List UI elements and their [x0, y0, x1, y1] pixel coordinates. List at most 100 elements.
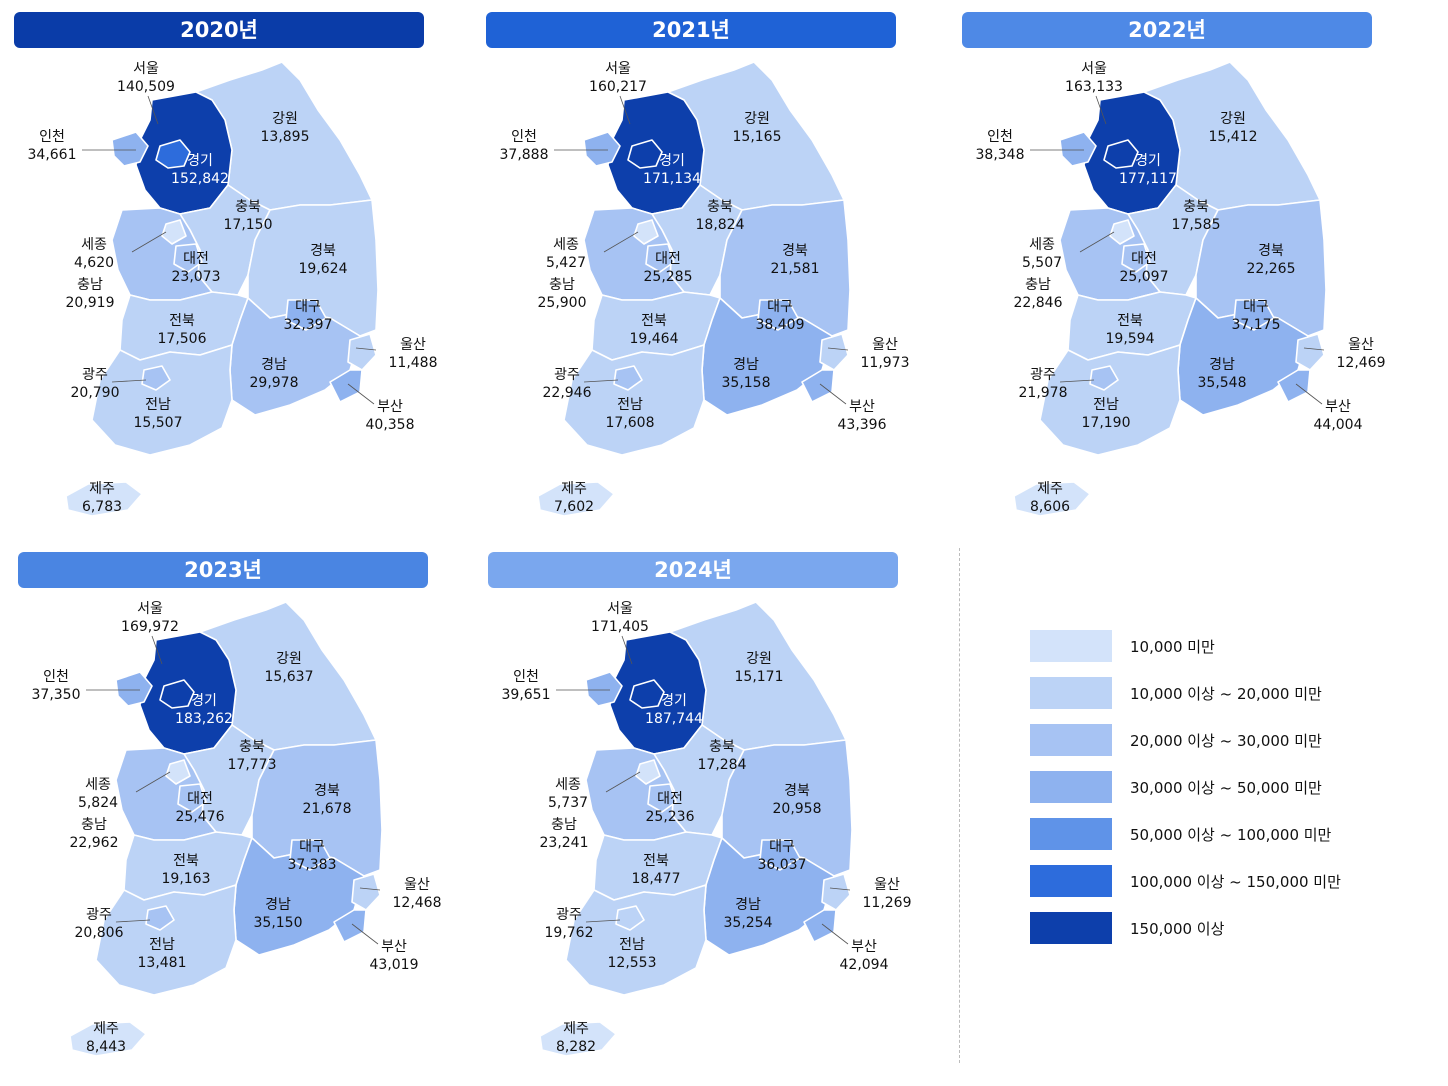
region-name: 경북 — [782, 243, 808, 259]
region-value: 169,972 — [121, 619, 179, 635]
region-value: 38,348 — [975, 147, 1025, 163]
region-value: 20,806 — [74, 925, 124, 941]
label-jeju: 제주 6,783 — [82, 480, 122, 516]
leader-line — [111, 379, 147, 383]
region-name: 부산 — [381, 939, 407, 955]
label-gyeongbuk: 경북 21,581 — [771, 242, 820, 278]
label-busan: 부산 42,094 — [840, 938, 889, 974]
region-daejeon — [647, 783, 677, 813]
region-ulsan — [821, 873, 851, 911]
region-ulsan — [347, 333, 377, 371]
legend-label: 30,000 이상 ~ 50,000 미만 — [1130, 779, 1322, 797]
leader-line — [827, 347, 849, 351]
region-name: 경남 — [265, 897, 291, 913]
region-value: 35,254 — [723, 915, 773, 931]
label-gangwon: 강원 15,165 — [733, 110, 782, 146]
region-name: 충남 — [1025, 277, 1051, 293]
region-value: 171,405 — [591, 619, 649, 635]
region-name: 인천 — [511, 129, 537, 145]
label-ulsan: 울산 11,973 — [861, 336, 910, 372]
label-daejeon: 대전 25,476 — [176, 790, 225, 826]
region-value: 12,553 — [607, 955, 657, 971]
region-name: 울산 — [400, 337, 426, 353]
legend-item: 20,000 이상 ~ 30,000 미만 — [1030, 722, 1410, 769]
label-jeju: 제주 8,443 — [86, 1020, 126, 1056]
region-name: 강원 — [746, 651, 772, 667]
korea-map — [539, 601, 853, 1057]
region-daejeon — [1121, 243, 1151, 273]
year-header: 2022년 — [962, 12, 1372, 48]
region-value: 17,585 — [1171, 217, 1221, 233]
label-gwangju: 광주 20,790 — [71, 366, 120, 402]
label-chungbuk: 충북 17,585 — [1172, 198, 1221, 234]
label-seoul: 서울 169,972 — [121, 600, 179, 636]
region-value: 15,165 — [732, 129, 782, 145]
leader-line — [135, 771, 171, 793]
region-value: 23,073 — [171, 269, 221, 285]
region-value: 8,606 — [1029, 499, 1071, 515]
region-value: 18,824 — [695, 217, 745, 233]
region-name: 울산 — [872, 337, 898, 353]
label-jeonnam: 전남 15,507 — [134, 396, 183, 432]
legend-swatch — [1030, 630, 1112, 662]
legend-item: 10,000 이상 ~ 20,000 미만 — [1030, 675, 1410, 722]
label-jeju: 제주 7,602 — [554, 480, 594, 516]
region-name: 서울 — [133, 61, 159, 77]
region-name: 전북 — [169, 313, 195, 329]
region-jeonnam — [95, 884, 237, 996]
region-name: 전남 — [145, 397, 171, 413]
region-value: 37,350 — [31, 687, 81, 703]
leader-line — [603, 231, 639, 253]
region-daejeon — [173, 243, 203, 273]
region-value: 23,241 — [539, 835, 589, 851]
legend-item: 10,000 미만 — [1030, 628, 1410, 675]
label-sejong: 세종 5,427 — [546, 236, 586, 272]
label-daegu: 대구 32,397 — [284, 298, 333, 334]
leader-line — [1303, 347, 1325, 351]
region-value: 35,158 — [721, 375, 771, 391]
legend-swatch — [1030, 818, 1112, 850]
label-gwangju: 광주 22,946 — [543, 366, 592, 402]
label-jeonnam: 전남 13,481 — [138, 936, 187, 972]
label-seoul: 서울 140,509 — [117, 60, 175, 96]
leader-line — [829, 887, 851, 891]
region-name: 경북 — [314, 783, 340, 799]
region-name: 경기 — [1135, 153, 1161, 169]
region-value: 35,548 — [1197, 375, 1247, 391]
leader-line — [585, 919, 621, 923]
region-name: 충남 — [549, 277, 575, 293]
region-name: 세종 — [553, 237, 579, 253]
region-name: 전북 — [643, 853, 669, 869]
leader-line — [1059, 379, 1095, 383]
region-name: 전남 — [619, 937, 645, 953]
label-sejong: 세종 5,737 — [548, 776, 588, 812]
region-value: 17,608 — [605, 415, 655, 431]
label-daejeon: 대전 23,073 — [172, 250, 221, 286]
region-name: 전남 — [617, 397, 643, 413]
region-name: 서울 — [137, 601, 163, 617]
region-name: 충북 — [1183, 199, 1209, 215]
label-seoul: 서울 160,217 — [589, 60, 647, 96]
region-value: 21,678 — [302, 801, 352, 817]
region-name: 전북 — [173, 853, 199, 869]
region-value: 17,506 — [157, 331, 207, 347]
region-name: 대전 — [183, 251, 209, 267]
leader-line — [147, 95, 159, 125]
label-gyeongnam: 경남 29,978 — [250, 356, 299, 392]
region-name: 충남 — [81, 817, 107, 833]
region-incheon — [583, 131, 621, 167]
region-value: 25,236 — [645, 809, 695, 825]
region-value: 18,477 — [631, 871, 681, 887]
label-daejeon: 대전 25,236 — [646, 790, 695, 826]
region-value: 11,488 — [388, 355, 438, 371]
region-value: 4,620 — [73, 255, 115, 271]
region-value: 15,507 — [133, 415, 183, 431]
label-chungbuk: 충북 17,773 — [228, 738, 277, 774]
region-jeju — [1013, 481, 1091, 517]
map-panel-4: 2024년 서울 171,405 인천 39,651 경기 187,744 강원 15,171 충… — [474, 540, 944, 1070]
region-name: 전남 — [149, 937, 175, 953]
region-value: 160,217 — [589, 79, 647, 95]
region-value: 13,895 — [260, 129, 310, 145]
region-value: 5,427 — [545, 255, 587, 271]
label-gyeongnam: 경남 35,150 — [254, 896, 303, 932]
